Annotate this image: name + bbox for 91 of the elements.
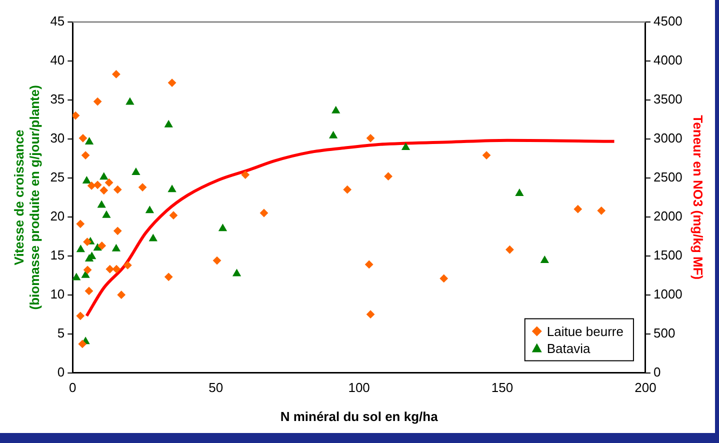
y2-tick-label: 3000 bbox=[653, 130, 682, 146]
point bbox=[148, 234, 158, 242]
point bbox=[82, 176, 92, 184]
point bbox=[84, 254, 94, 262]
point bbox=[132, 167, 140, 175]
point bbox=[100, 186, 108, 195]
x-tick-label: 100 bbox=[348, 380, 370, 396]
y2-tick-label: 3500 bbox=[653, 92, 682, 107]
x-tick-label: 50 bbox=[208, 380, 224, 396]
point bbox=[482, 151, 491, 160]
point bbox=[540, 256, 549, 264]
y2-tick-label: 0 bbox=[653, 364, 661, 380]
point bbox=[126, 97, 134, 105]
point bbox=[84, 286, 94, 296]
point bbox=[76, 244, 86, 252]
y-tick-label: 35 bbox=[50, 92, 65, 107]
y-tick-label: 15 bbox=[50, 247, 65, 262]
y-tick-label: 10 bbox=[50, 286, 65, 302]
point bbox=[168, 78, 176, 88]
point bbox=[138, 183, 147, 192]
point bbox=[78, 340, 87, 348]
point bbox=[440, 274, 448, 283]
point bbox=[164, 272, 173, 282]
point bbox=[145, 206, 154, 214]
point bbox=[100, 172, 108, 180]
point bbox=[112, 264, 121, 274]
point bbox=[366, 310, 375, 319]
point bbox=[72, 111, 80, 120]
point bbox=[106, 264, 114, 274]
point bbox=[366, 134, 375, 142]
point bbox=[81, 151, 90, 160]
point bbox=[84, 137, 94, 145]
y2-tick-label: 4000 bbox=[653, 52, 682, 68]
point bbox=[113, 226, 122, 236]
point bbox=[83, 238, 92, 246]
point bbox=[78, 134, 88, 142]
point bbox=[168, 184, 176, 192]
y-tick-label: 30 bbox=[50, 130, 65, 146]
x-tick-label: 150 bbox=[491, 380, 514, 396]
point bbox=[506, 245, 514, 254]
y2-tick-label: 2000 bbox=[653, 208, 682, 224]
point bbox=[241, 170, 250, 179]
point bbox=[164, 120, 173, 128]
point bbox=[102, 210, 111, 218]
y2-tick-label: 500 bbox=[653, 325, 676, 340]
y-tick-label: 5 bbox=[57, 325, 65, 340]
y-tick-label: 40 bbox=[50, 52, 65, 68]
point bbox=[515, 188, 524, 196]
point bbox=[112, 70, 120, 78]
y-tick-label: 20 bbox=[50, 208, 65, 224]
point bbox=[364, 260, 374, 269]
point bbox=[218, 224, 228, 232]
point bbox=[384, 172, 392, 181]
point bbox=[76, 220, 85, 228]
point bbox=[212, 256, 222, 265]
y2-tick-label: 1000 bbox=[653, 286, 682, 302]
point bbox=[104, 178, 114, 187]
y-tick-label: 25 bbox=[50, 169, 65, 184]
legend-label: Batavia bbox=[546, 340, 591, 356]
point bbox=[401, 142, 410, 150]
point bbox=[113, 185, 122, 194]
y2-axis-title: Teneur en NO3 (mg/kg MF) bbox=[690, 115, 706, 280]
point bbox=[332, 106, 340, 114]
y-axis-title: Vitesse de croissance (biomasse produite en g/jour/plante) bbox=[11, 85, 42, 310]
point bbox=[93, 97, 102, 106]
point bbox=[76, 312, 85, 320]
line-series bbox=[85, 138, 616, 318]
y-tick-label: 0 bbox=[57, 364, 65, 380]
y2-tick-label: 1500 bbox=[653, 247, 682, 262]
point bbox=[117, 290, 126, 300]
point bbox=[169, 211, 178, 220]
y2-tick-label: 2500 bbox=[653, 169, 682, 184]
x-axis-title: N minéral du sol en kg/ha bbox=[280, 408, 439, 424]
point bbox=[328, 130, 338, 138]
x-tick-label: 0 bbox=[69, 380, 76, 396]
point bbox=[72, 272, 81, 280]
point bbox=[93, 180, 102, 190]
point bbox=[112, 244, 121, 252]
legend-label: Laitue beurre bbox=[546, 324, 624, 339]
point bbox=[232, 268, 242, 276]
point bbox=[597, 206, 606, 215]
y2-tick-label: 4500 bbox=[653, 14, 682, 29]
point bbox=[98, 242, 106, 250]
point bbox=[574, 204, 582, 214]
point bbox=[83, 266, 92, 274]
point bbox=[97, 200, 106, 208]
x-tick-label: 200 bbox=[634, 380, 656, 396]
point bbox=[260, 208, 268, 218]
point bbox=[123, 261, 132, 270]
y-tick-label: 45 bbox=[50, 14, 65, 29]
point bbox=[343, 185, 352, 194]
